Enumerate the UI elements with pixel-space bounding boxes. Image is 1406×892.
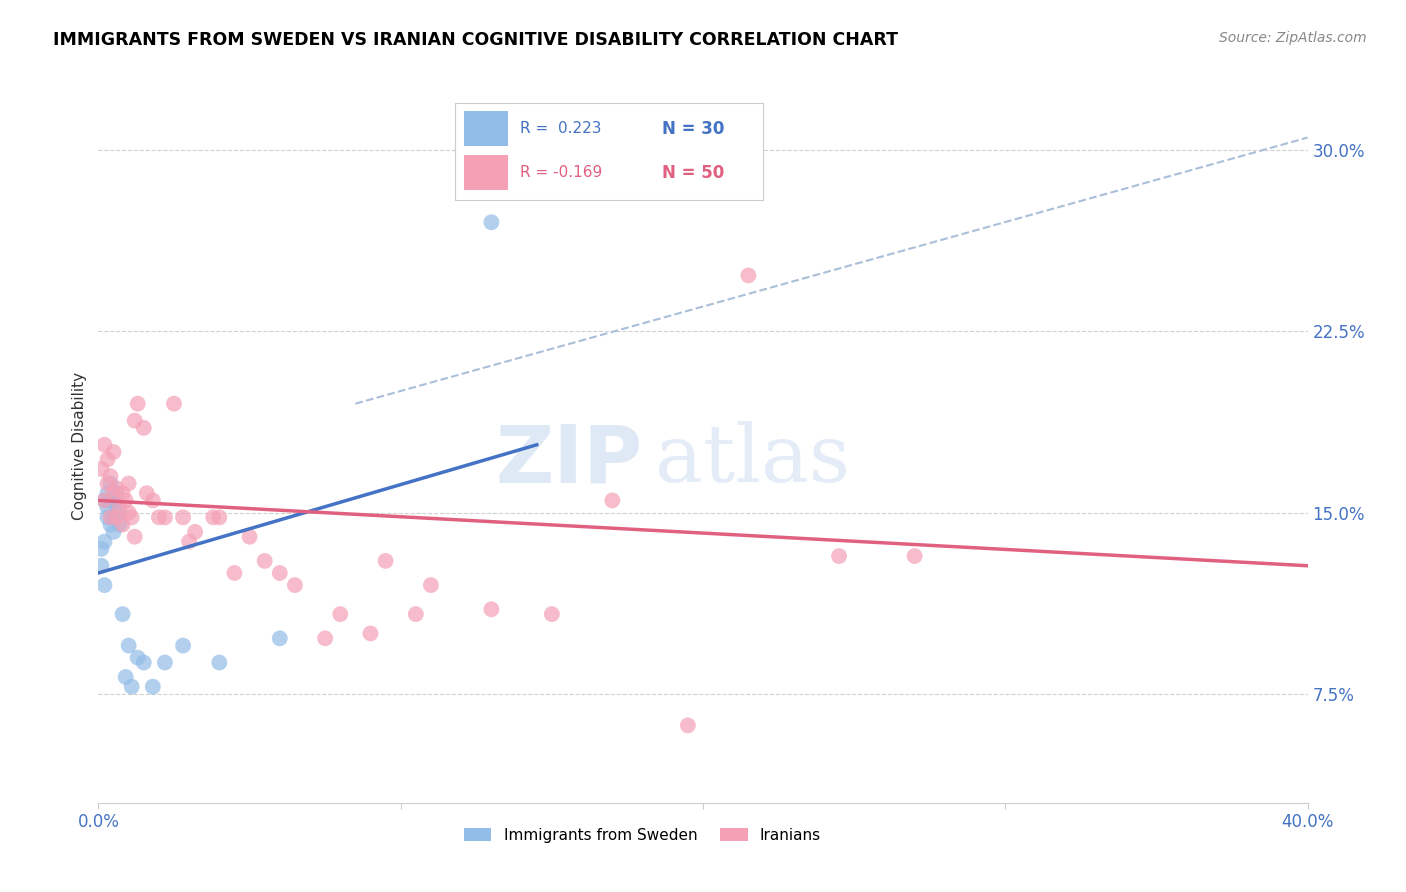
Point: [93, 493, 115, 508]
Point: [224, 566, 246, 580]
Point: [737, 268, 759, 283]
Point: [100, 476, 122, 491]
Point: [100, 493, 122, 508]
Point: [90, 541, 112, 556]
Point: [118, 639, 141, 653]
Point: [153, 510, 176, 524]
Y-axis label: Cognitive Disability: Cognitive Disability: [72, 372, 87, 520]
Point: [114, 670, 136, 684]
Point: [118, 506, 141, 520]
Point: [108, 506, 131, 520]
Text: ZIP: ZIP: [495, 421, 643, 500]
Point: [103, 524, 125, 539]
Point: [904, 549, 927, 563]
Point: [93, 578, 115, 592]
Point: [132, 421, 155, 435]
Point: [269, 566, 291, 580]
Legend: Immigrants from Sweden, Iranians: Immigrants from Sweden, Iranians: [458, 822, 827, 848]
Point: [96, 500, 118, 515]
Point: [105, 481, 128, 495]
Point: [153, 656, 176, 670]
Point: [118, 476, 141, 491]
Point: [90, 462, 112, 476]
Point: [828, 549, 851, 563]
Point: [105, 486, 128, 500]
Point: [360, 626, 382, 640]
Point: [111, 517, 134, 532]
Text: IMMIGRANTS FROM SWEDEN VS IRANIAN COGNITIVE DISABILITY CORRELATION CHART: IMMIGRANTS FROM SWEDEN VS IRANIAN COGNIT…: [53, 31, 898, 49]
Point: [405, 607, 427, 621]
Point: [253, 554, 276, 568]
Point: [100, 517, 122, 532]
Point: [121, 510, 143, 524]
Point: [676, 718, 699, 732]
Point: [179, 534, 201, 549]
Point: [540, 607, 562, 621]
Point: [108, 500, 131, 515]
Point: [127, 397, 149, 411]
Point: [103, 510, 125, 524]
Point: [96, 452, 118, 467]
Point: [135, 486, 157, 500]
Point: [108, 517, 131, 532]
Point: [602, 493, 624, 508]
Point: [93, 493, 115, 508]
Point: [420, 578, 443, 592]
Point: [163, 397, 186, 411]
Point: [103, 493, 125, 508]
Point: [96, 510, 118, 524]
Point: [481, 602, 503, 616]
Point: [374, 554, 396, 568]
Point: [111, 607, 134, 621]
Point: [103, 445, 125, 459]
Point: [127, 650, 149, 665]
Point: [329, 607, 352, 621]
Point: [314, 632, 336, 646]
Point: [172, 510, 194, 524]
Point: [269, 632, 291, 646]
Point: [93, 534, 115, 549]
Point: [284, 578, 307, 592]
Point: [142, 680, 165, 694]
Text: atlas: atlas: [655, 421, 849, 500]
Point: [100, 469, 122, 483]
Point: [202, 510, 225, 524]
Point: [142, 493, 165, 508]
Point: [239, 530, 262, 544]
Point: [132, 656, 155, 670]
Point: [96, 476, 118, 491]
Text: Source: ZipAtlas.com: Source: ZipAtlas.com: [1219, 31, 1367, 45]
Point: [105, 500, 128, 515]
Point: [124, 414, 146, 428]
Point: [208, 656, 231, 670]
Point: [124, 530, 146, 544]
Point: [172, 639, 194, 653]
Point: [114, 493, 136, 508]
Point: [121, 680, 143, 694]
Point: [105, 510, 128, 524]
Point: [481, 215, 503, 229]
Point: [100, 510, 122, 524]
Point: [96, 486, 118, 500]
Point: [103, 486, 125, 500]
Point: [90, 558, 112, 573]
Point: [111, 486, 134, 500]
Point: [184, 524, 207, 539]
Point: [208, 510, 231, 524]
Point: [93, 438, 115, 452]
Point: [148, 510, 170, 524]
